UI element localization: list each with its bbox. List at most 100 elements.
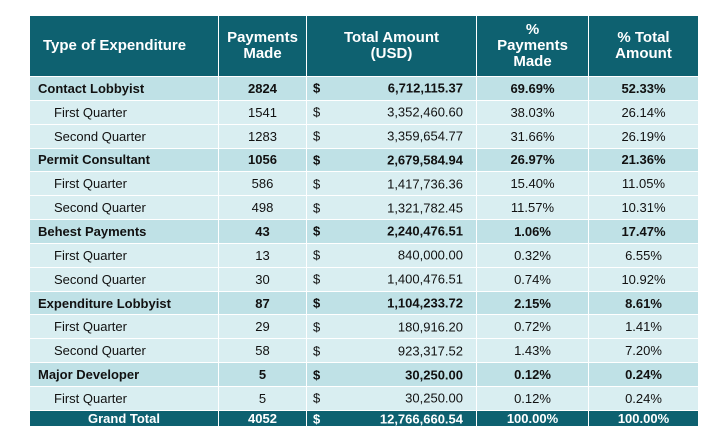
expenditure-type-cell: Second Quarter xyxy=(29,266,219,292)
total-amount-value: 6,712,115.37 xyxy=(387,80,463,96)
total-amount-value: 1,417,736.36 xyxy=(387,176,463,192)
expenditure-table: Type of Expenditure Payments Made Total … xyxy=(29,15,699,427)
header-payments-made: Payments Made xyxy=(218,15,307,77)
header-pct-payments-line1: % xyxy=(525,21,540,38)
currency-symbol: $ xyxy=(313,390,321,406)
total-amount-cell: $30,250.00 xyxy=(306,362,477,387)
pct-payments-cell: 26.97% xyxy=(476,147,589,173)
category-row: Expenditure Lobbyist 87 $1,104,233.72 2.15%… xyxy=(29,290,699,316)
total-amount-cell: $1,417,736.36 xyxy=(306,171,477,197)
payments-made-cell: 586 xyxy=(218,171,307,197)
pct-total-cell: 0.24% xyxy=(588,362,699,387)
header-pct-total-amount: % Total Amount xyxy=(588,15,699,77)
pct-total-cell: 1.41% xyxy=(588,314,699,340)
header-type-of-expenditure: Type of Expenditure xyxy=(29,15,219,77)
pct-payments-cell: 31.66% xyxy=(476,123,589,149)
grand-total-row: Grand Total 4052 $ 12,766,660.54 100.00%… xyxy=(29,410,699,427)
expenditure-type-cell: First Quarter xyxy=(29,385,219,412)
grand-total-pct-total: 100.00% xyxy=(588,410,699,427)
total-amount-cell: $3,359,654.77 xyxy=(306,123,477,149)
total-amount-value: 2,240,476.51 xyxy=(387,223,463,239)
pct-payments-cell: 0.32% xyxy=(476,242,589,268)
total-amount-cell: $180,916.20 xyxy=(306,314,477,340)
pct-payments-cell: 0.12% xyxy=(476,385,589,412)
header-amount-line2: (USD) xyxy=(370,45,413,62)
pct-payments-cell: 1.06% xyxy=(476,219,589,244)
payments-made-cell: 498 xyxy=(218,195,307,221)
currency-symbol: $ xyxy=(313,128,321,144)
payments-made-cell: 5 xyxy=(218,362,307,387)
currency-symbol: $ xyxy=(313,176,321,192)
header-payments-line2: Made xyxy=(243,45,282,62)
total-amount-value: 180,916.20 xyxy=(397,319,463,335)
subtotal-row: Second Quarter 498 $1,321,782.45 11.57% 10.3… xyxy=(29,195,699,221)
expenditure-type-cell: Behest Payments xyxy=(29,219,219,244)
pct-total-cell: 10.92% xyxy=(588,266,699,292)
subtotal-row: First Quarter 13 $840,000.00 0.32% 6.55% xyxy=(29,242,699,268)
header-pct-payments-line2: Payments xyxy=(497,37,568,54)
grand-total-pct-payments: 100.00% xyxy=(476,410,589,427)
total-amount-cell: $2,240,476.51 xyxy=(306,219,477,244)
subtotal-row: Second Quarter 30 $1,400,476.51 0.74% 10.92% xyxy=(29,266,699,292)
total-amount-value: 1,321,782.45 xyxy=(387,200,463,216)
currency-symbol: $ xyxy=(313,200,321,216)
pct-payments-cell: 0.12% xyxy=(476,362,589,387)
total-amount-cell: $840,000.00 xyxy=(306,242,477,268)
header-pct-payments-line3: Made xyxy=(513,53,552,70)
category-row: Contact Lobbyist 2824 $6,712,115.37 69.69% 5… xyxy=(29,76,699,101)
pct-total-cell: 52.33% xyxy=(588,76,699,101)
currency-symbol: $ xyxy=(313,367,321,383)
subtotal-row: First Quarter 29 $180,916.20 0.72% 1.41% xyxy=(29,314,699,340)
payments-made-cell: 5 xyxy=(218,385,307,412)
payments-made-cell: 87 xyxy=(218,290,307,316)
total-amount-cell: $3,352,460.60 xyxy=(306,99,477,125)
currency-symbol: $ xyxy=(313,411,321,426)
currency-symbol: $ xyxy=(313,223,321,239)
currency-symbol: $ xyxy=(313,247,321,263)
table-body: Contact Lobbyist 2824 $6,712,115.37 69.69% 5… xyxy=(29,76,699,412)
total-amount-cell: $2,679,584.94 xyxy=(306,147,477,173)
payments-made-cell: 29 xyxy=(218,314,307,340)
subtotal-row: Second Quarter 1283 $3,359,654.77 31.66% 26.… xyxy=(29,123,699,149)
table-header: Type of Expenditure Payments Made Total … xyxy=(29,15,699,77)
pct-payments-cell: 2.15% xyxy=(476,290,589,316)
expenditure-type-cell: Permit Consultant xyxy=(29,147,219,173)
header-row: Type of Expenditure Payments Made Total … xyxy=(29,15,699,77)
expenditure-type-cell: Second Quarter xyxy=(29,195,219,221)
subtotal-row: First Quarter 586 $1,417,736.36 15.40% 11.05… xyxy=(29,171,699,197)
grand-total-amount-value: 12,766,660.54 xyxy=(379,411,463,426)
total-amount-value: 840,000.00 xyxy=(397,247,463,263)
payments-made-cell: 58 xyxy=(218,338,307,364)
category-row: Behest Payments 43 $2,240,476.51 1.06% 17.47… xyxy=(29,219,699,244)
category-row: Permit Consultant 1056 $2,679,584.94 26.97%… xyxy=(29,147,699,173)
table-footer: Grand Total 4052 $ 12,766,660.54 100.00%… xyxy=(29,410,699,427)
header-payments-line1: Payments xyxy=(227,29,298,46)
pct-total-cell: 21.36% xyxy=(588,147,699,173)
total-amount-value: 2,679,584.94 xyxy=(387,152,463,168)
currency-symbol: $ xyxy=(313,104,321,120)
header-pct-total-line1: % Total xyxy=(617,29,670,46)
total-amount-value: 1,400,476.51 xyxy=(387,271,463,287)
payments-made-cell: 2824 xyxy=(218,76,307,101)
total-amount-value: 3,359,654.77 xyxy=(387,128,463,144)
total-amount-cell: $1,104,233.72 xyxy=(306,290,477,316)
pct-total-cell: 7.20% xyxy=(588,338,699,364)
total-amount-value: 923,317.52 xyxy=(397,343,463,359)
pct-payments-cell: 38.03% xyxy=(476,99,589,125)
grand-total-label: Grand Total xyxy=(29,410,219,427)
expenditure-type-cell: Second Quarter xyxy=(29,338,219,364)
expenditure-type-cell: Second Quarter xyxy=(29,123,219,149)
payments-made-cell: 13 xyxy=(218,242,307,268)
currency-symbol: $ xyxy=(313,295,321,311)
expenditure-type-cell: First Quarter xyxy=(29,171,219,197)
currency-symbol: $ xyxy=(313,271,321,287)
pct-total-cell: 10.31% xyxy=(588,195,699,221)
total-amount-cell: $1,321,782.45 xyxy=(306,195,477,221)
total-amount-value: 3,352,460.60 xyxy=(387,104,463,120)
subtotal-row: Second Quarter 58 $923,317.52 1.43% 7.20% xyxy=(29,338,699,364)
expenditure-type-cell: First Quarter xyxy=(29,99,219,125)
pct-total-cell: 26.19% xyxy=(588,123,699,149)
pct-total-cell: 17.47% xyxy=(588,219,699,244)
pct-total-cell: 26.14% xyxy=(588,99,699,125)
total-amount-cell: $923,317.52 xyxy=(306,338,477,364)
